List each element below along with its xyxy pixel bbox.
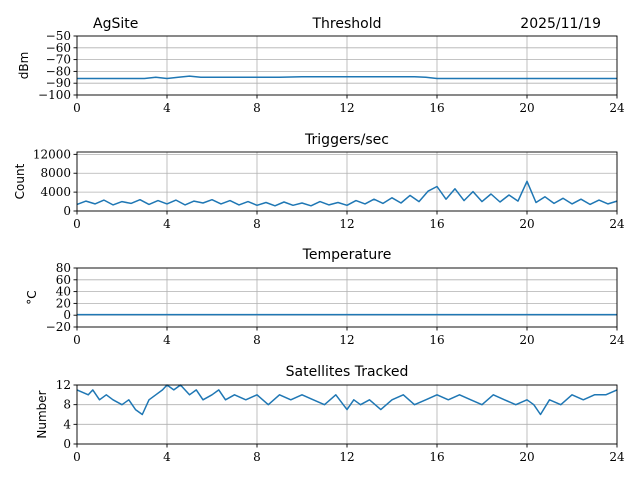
y-tick-label: −70 [46,53,71,67]
plot-frame [76,267,618,328]
y-tick-label: 4000 [40,185,71,199]
panel-title: Triggers/sec [304,132,389,148]
series-line-1 [76,180,618,207]
series-line-1 [76,384,618,416]
x-tick-label: 20 [519,217,534,231]
series-line-1 [77,75,617,80]
y-axis-label: Number [35,390,49,438]
panel-title: Satellites Tracked [286,364,409,380]
x-tick-label: 0 [73,217,81,231]
y-tick-label: 60 [56,273,71,287]
y-tick-label: 0 [63,437,71,451]
y-tick-label: 20 [56,296,71,310]
panel-1: Threshold dBm 0 4 8 12 16 20 24 −100−90−80−70−60−… [17,16,625,115]
x-tick-label: 8 [253,217,261,231]
x-tick-label: 16 [429,450,444,464]
x-tick-label: 12 [339,101,354,115]
x-tick-label: 12 [339,217,354,231]
plot-frame [76,151,618,212]
x-tick-label: 4 [163,333,171,347]
y-tick-label: 0 [63,308,71,322]
x-tick-label: 20 [519,333,534,347]
y-tick-label: 12000 [33,147,71,161]
plot-frame [76,35,618,96]
x-tick-label: 8 [253,101,261,115]
x-tick-label: 4 [163,217,171,231]
y-tick-label: −20 [46,320,71,334]
x-tick-label: 20 [519,101,534,115]
y-tick-label: 4 [63,417,71,431]
x-tick-label: 16 [429,217,444,231]
y-tick-label: −80 [46,64,71,78]
x-tick-label: 24 [609,450,625,464]
y-tick-label: −90 [46,76,71,90]
x-tick-label: 24 [609,101,625,115]
x-tick-label: 4 [163,101,171,115]
x-tick-label: 20 [519,450,534,464]
y-axis-label: °C [25,290,39,304]
y-tick-label: 80 [56,261,71,275]
x-tick-label: 8 [253,333,261,347]
x-tick-label: 24 [609,333,625,347]
panel-title: Threshold [312,16,382,32]
y-tick-label: −100 [38,88,71,102]
x-tick-label: 16 [429,333,444,347]
y-tick-label: −60 [46,41,71,55]
y-tick-label: 0 [63,204,71,218]
panel-4: Satellites Tracked Number 0 4 8 12 16 20 24 0 4 8 12 [35,364,625,464]
report-date: 2025/11/19 [520,16,601,32]
x-tick-label: 24 [609,217,625,231]
y-axis-label: Count [13,163,27,199]
y-axis-label: dBm [17,52,31,80]
x-tick-label: 12 [339,450,354,464]
x-tick-label: 0 [73,333,81,347]
x-tick-label: 12 [339,333,354,347]
x-tick-label: 0 [73,450,81,464]
y-tick-label: −50 [46,29,71,43]
plot-frame [76,384,618,445]
x-tick-label: 16 [429,101,444,115]
y-tick-label: 8000 [40,166,71,180]
y-tick-label: 40 [56,285,71,299]
x-tick-label: 0 [73,101,81,115]
x-tick-label: 4 [163,450,171,464]
y-tick-label: 12 [56,378,71,392]
site-name: AgSite [93,16,138,32]
panel-title: Temperature [302,247,392,263]
x-tick-label: 8 [253,450,261,464]
y-tick-label: 8 [63,398,71,412]
panel-2: Triggers/sec Count 0 4 8 12 16 20 24 0 4000 8000 120… [13,132,625,231]
